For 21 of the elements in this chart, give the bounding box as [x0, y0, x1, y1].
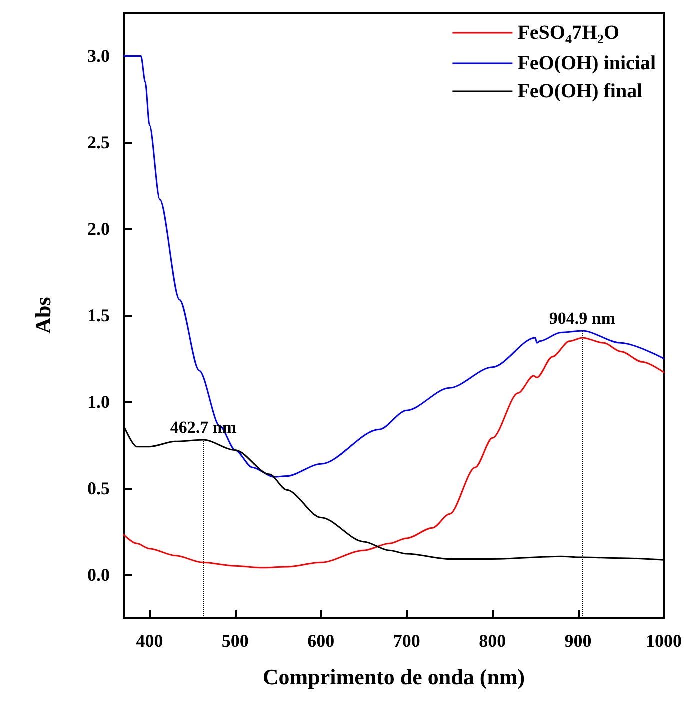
y-tick-label: 2.5: [88, 132, 110, 153]
annotation: 904.9 nm: [549, 309, 616, 328]
y-tick-label: 0.5: [88, 478, 110, 498]
line-series: [123, 337, 665, 569]
line-series: [123, 55, 665, 478]
y-tick-label: 0.0: [88, 564, 110, 585]
y-tick-label: 3.0: [88, 46, 110, 66]
y-tick-label: 1.5: [88, 306, 110, 326]
x-tick-label: 900: [564, 631, 592, 651]
x-axis-title: Comprimento de onda (nm): [262, 664, 526, 690]
y-tick-label: 2.0: [88, 219, 110, 240]
x-tick-label: 1000: [646, 631, 682, 651]
x-tick-label: 800: [479, 631, 506, 651]
y-tick-label: 1.0: [88, 392, 110, 412]
x-tick-label: 400: [136, 631, 164, 651]
x-tick-label: 700: [393, 631, 420, 651]
legend-label: FeO(OH) final: [518, 80, 644, 102]
x-tick-label: 600: [308, 631, 335, 651]
x-tick-label: 500: [222, 631, 249, 651]
legend-label: FeO(OH) inicial: [518, 52, 656, 74]
y-axis-title: Abs: [30, 296, 56, 334]
